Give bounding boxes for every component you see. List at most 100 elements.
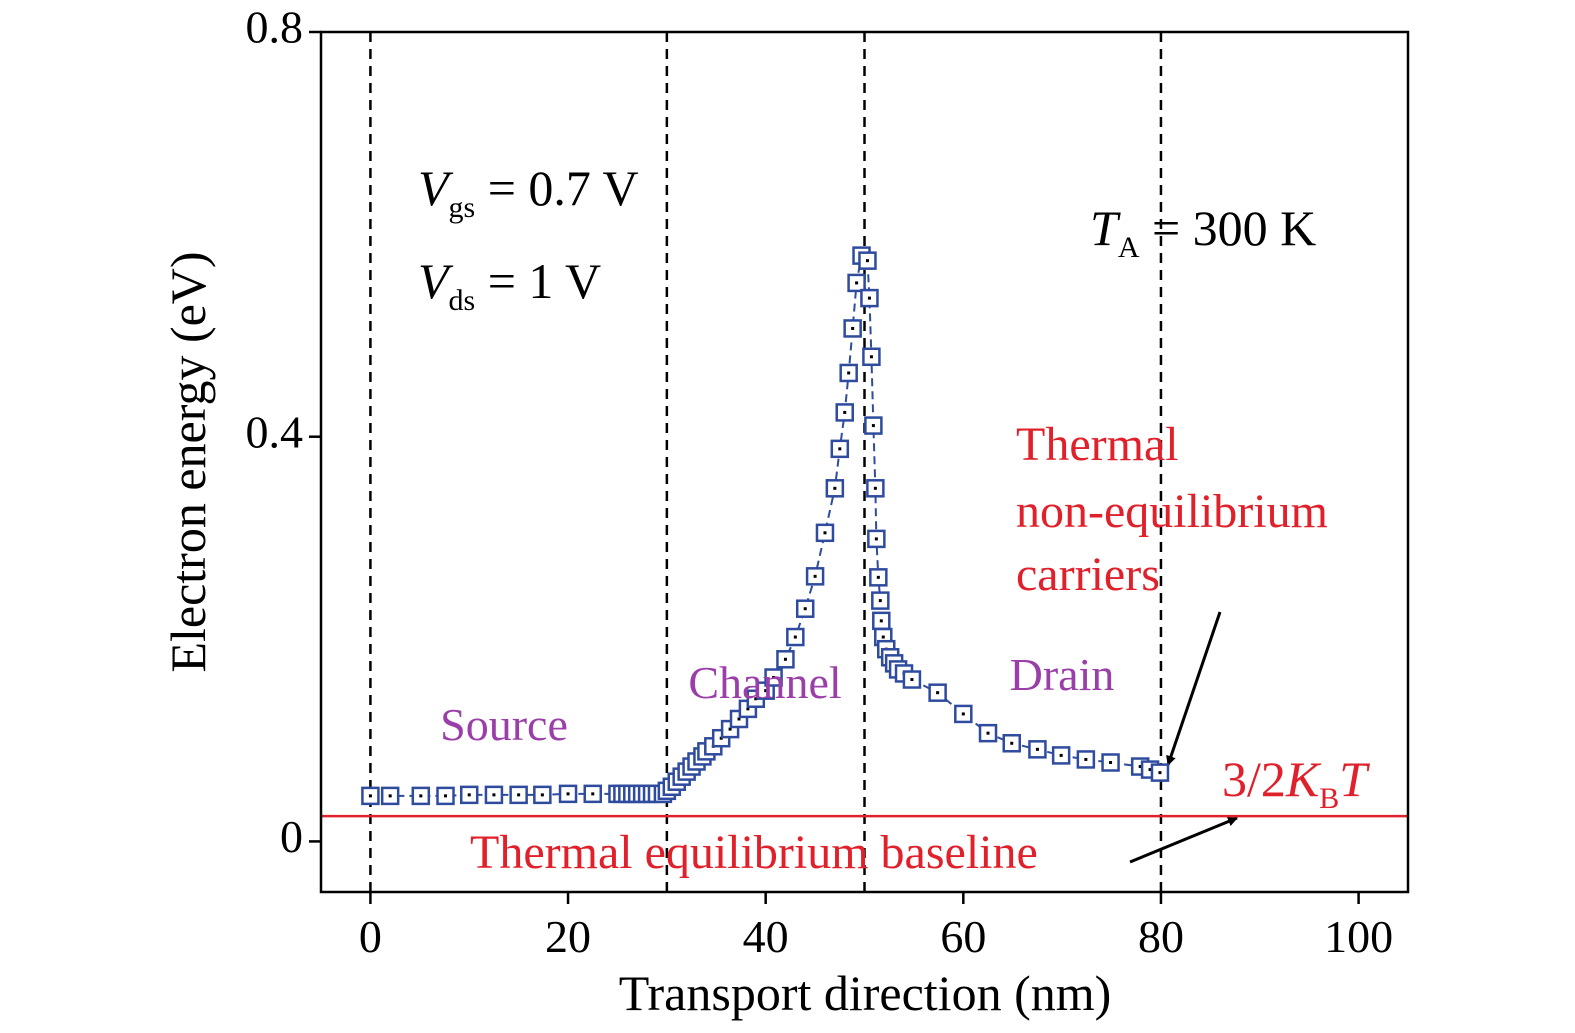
point-dot bbox=[444, 794, 448, 798]
point-dot bbox=[823, 531, 827, 535]
data-point bbox=[411, 786, 431, 806]
annotation-sub: gs bbox=[449, 191, 476, 224]
data-point bbox=[862, 347, 881, 367]
point-dot bbox=[764, 689, 768, 693]
data-point bbox=[509, 785, 528, 805]
annotation-sub: B bbox=[1319, 782, 1339, 815]
note-text: Thermal bbox=[1016, 418, 1179, 471]
annotation-part: 3/2 bbox=[1222, 751, 1286, 807]
data-point bbox=[533, 785, 552, 805]
region-label: Drain bbox=[1010, 649, 1115, 700]
data-point bbox=[484, 785, 504, 805]
point-dot bbox=[867, 296, 871, 300]
data-point bbox=[902, 670, 922, 689]
annotation-part: K bbox=[1285, 751, 1322, 807]
point-dot bbox=[869, 355, 873, 359]
point-dot bbox=[838, 447, 842, 451]
x-tick-label: 60 bbox=[940, 911, 986, 962]
point-dot bbox=[874, 537, 878, 541]
point-dot bbox=[961, 712, 965, 716]
point-dot bbox=[540, 793, 544, 797]
point-dot bbox=[754, 697, 758, 701]
annotation: Vgs = 0.7 V bbox=[418, 160, 639, 224]
point-dot bbox=[876, 575, 880, 579]
y-axis-label: Electron energy (eV) bbox=[160, 251, 216, 672]
data-point bbox=[825, 479, 845, 498]
data-point bbox=[869, 568, 888, 587]
annotation-sub: A bbox=[1118, 231, 1140, 264]
point-dot bbox=[871, 424, 875, 428]
annotation-part: T bbox=[1090, 200, 1121, 256]
x-tick-label: 0 bbox=[359, 911, 382, 962]
point-dot bbox=[843, 410, 847, 414]
data-point bbox=[830, 439, 850, 459]
data-point bbox=[866, 479, 885, 498]
data-point bbox=[459, 785, 479, 805]
annotation-part: = 1 V bbox=[475, 253, 601, 309]
point-dot bbox=[847, 371, 851, 375]
data-point bbox=[1002, 734, 1021, 753]
arrow bbox=[1129, 816, 1238, 864]
point-dot bbox=[419, 794, 423, 798]
point-dot bbox=[492, 793, 496, 797]
point-dot bbox=[737, 717, 741, 721]
data-point bbox=[1028, 740, 1047, 759]
point-dot bbox=[855, 281, 859, 285]
data-point bbox=[843, 319, 862, 338]
point-dot bbox=[1035, 747, 1039, 751]
point-dot bbox=[1010, 741, 1014, 745]
point-dot bbox=[467, 793, 471, 797]
plot-frame bbox=[319, 30, 1410, 894]
point-dot bbox=[1059, 753, 1063, 757]
data-point bbox=[864, 416, 883, 435]
data-point bbox=[928, 683, 947, 702]
point-dot bbox=[783, 657, 787, 661]
x-tick-label: 20 bbox=[545, 911, 591, 962]
x-tick-label: 100 bbox=[1324, 911, 1393, 962]
point-dot bbox=[803, 607, 807, 611]
annotation: 3/2KBT bbox=[1222, 751, 1370, 815]
data-point bbox=[583, 784, 602, 804]
data-point bbox=[558, 784, 578, 804]
annotation: TA = 300 K bbox=[1090, 200, 1316, 264]
point-dot bbox=[566, 792, 570, 796]
region-label: Channel bbox=[688, 657, 841, 708]
point-dot bbox=[591, 792, 595, 796]
point-dot bbox=[1148, 768, 1152, 772]
data-point bbox=[954, 704, 973, 724]
data-point bbox=[847, 273, 866, 293]
data-point bbox=[436, 786, 455, 806]
data-point bbox=[815, 523, 835, 543]
point-dot bbox=[746, 707, 750, 711]
data-point bbox=[860, 288, 879, 308]
point-dot bbox=[793, 635, 797, 639]
data-point bbox=[764, 668, 783, 687]
data-point bbox=[1051, 746, 1071, 765]
data-point bbox=[380, 786, 400, 806]
point-dot bbox=[865, 259, 869, 263]
point-dot bbox=[881, 635, 885, 639]
y-tick-label: 0.4 bbox=[246, 406, 304, 457]
data-point bbox=[1076, 750, 1096, 769]
data-point bbox=[839, 363, 858, 383]
point-dot bbox=[936, 691, 940, 695]
note-text: carriers bbox=[1016, 548, 1160, 601]
annotation-part: = 0.7 V bbox=[475, 160, 638, 216]
annotation-part: V bbox=[418, 253, 454, 309]
y-tick-label: 0.8 bbox=[246, 2, 304, 53]
baseline-label: Thermal equilibrium baseline bbox=[470, 826, 1038, 879]
point-dot bbox=[1109, 760, 1113, 764]
x-tick-label: 40 bbox=[743, 911, 789, 962]
annotation: Vds = 1 V bbox=[418, 253, 601, 317]
data-point bbox=[835, 403, 854, 422]
data-point bbox=[805, 567, 825, 586]
annotation-part: = 300 K bbox=[1139, 200, 1316, 256]
point-dot bbox=[388, 794, 392, 798]
annotation-part: V bbox=[418, 160, 454, 216]
point-dot bbox=[1138, 765, 1142, 769]
data-point bbox=[872, 611, 891, 631]
point-dot bbox=[879, 619, 883, 623]
data-point bbox=[795, 599, 815, 618]
region-label: Source bbox=[440, 699, 568, 750]
